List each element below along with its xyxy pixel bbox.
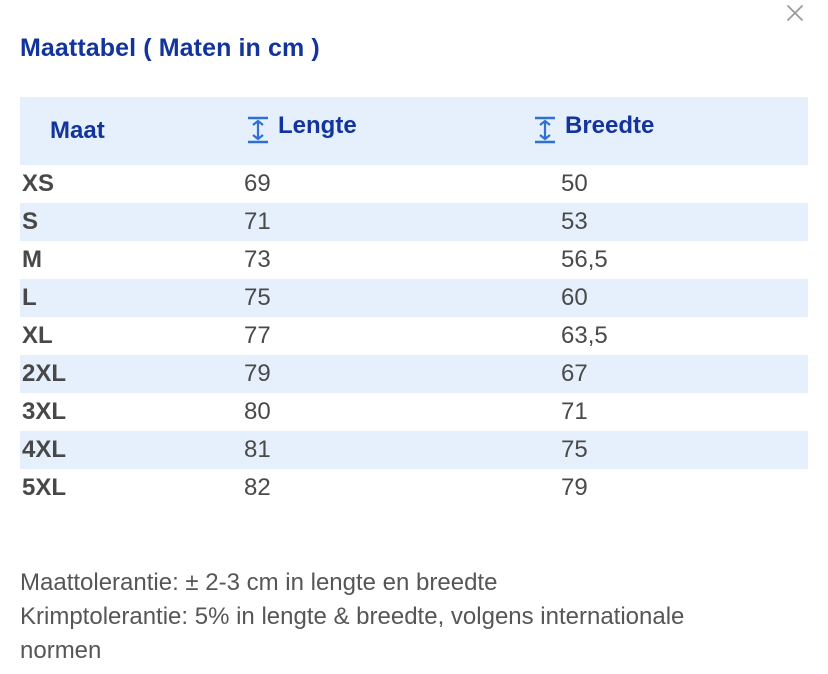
length-cell: 77 bbox=[244, 322, 271, 349]
length-cell: 69 bbox=[244, 170, 271, 197]
vertical-measure-icon bbox=[248, 116, 268, 143]
length-cell: 82 bbox=[244, 474, 271, 501]
size-cell: S bbox=[22, 208, 39, 235]
table-row: M 73 56,5 bbox=[20, 241, 808, 279]
length-cell: 75 bbox=[244, 284, 271, 311]
size-cell: 2XL bbox=[22, 360, 67, 387]
width-cell: 60 bbox=[561, 284, 588, 311]
header-width-label: Breedte bbox=[565, 111, 655, 139]
header-size-label: Maat bbox=[50, 117, 105, 144]
table-header-row: Maat Lengte bbox=[20, 97, 808, 165]
table-row: L 75 60 bbox=[20, 279, 808, 317]
table-row: XL 77 63,5 bbox=[20, 317, 808, 355]
size-table: Maat Lengte bbox=[20, 97, 808, 507]
size-tolerance-note: Maattolerantie: ± 2-3 cm in lengte en br… bbox=[20, 569, 498, 596]
width-cell: 79 bbox=[561, 474, 588, 501]
width-cell: 63,5 bbox=[561, 322, 608, 349]
size-cell: 4XL bbox=[22, 436, 67, 463]
size-cell: XS bbox=[22, 170, 55, 197]
width-cell: 53 bbox=[561, 208, 588, 235]
size-cell: M bbox=[22, 246, 42, 273]
vertical-measure-icon bbox=[535, 116, 555, 143]
table-row: 3XL 80 71 bbox=[20, 393, 808, 431]
length-cell: 79 bbox=[244, 360, 271, 387]
size-cell: L bbox=[22, 284, 37, 311]
table-row: S 71 53 bbox=[20, 203, 808, 241]
shrinkage-tolerance-note: Krimptolerantie: 5% in lengte & breedte,… bbox=[20, 603, 685, 664]
width-cell: 71 bbox=[561, 398, 588, 425]
width-cell: 50 bbox=[561, 170, 588, 197]
size-cell: 3XL bbox=[22, 398, 67, 425]
length-cell: 73 bbox=[244, 246, 271, 273]
header-length: Lengte bbox=[214, 97, 531, 165]
table-row: 4XL 81 75 bbox=[20, 431, 808, 469]
close-button[interactable] bbox=[782, 0, 808, 26]
header-size: Maat bbox=[20, 97, 214, 165]
close-icon bbox=[787, 5, 803, 21]
table-body: XS 69 50 S 71 53 M 73 56,5 L 75 60 XL 77… bbox=[20, 165, 808, 507]
length-cell: 80 bbox=[244, 398, 271, 425]
table-row: 5XL 82 79 bbox=[20, 469, 808, 507]
header-width: Breedte bbox=[531, 97, 808, 165]
size-cell: 5XL bbox=[22, 474, 67, 501]
table-row: XS 69 50 bbox=[20, 165, 808, 203]
tolerance-notes: Maattolerantie: ± 2-3 cm in lengte en br… bbox=[20, 566, 720, 668]
length-cell: 81 bbox=[244, 436, 271, 463]
header-length-label: Lengte bbox=[278, 111, 357, 139]
width-cell: 67 bbox=[561, 360, 588, 387]
width-cell: 56,5 bbox=[561, 246, 608, 273]
dialog-title: Maattabel ( Maten in cm ) bbox=[20, 34, 320, 62]
width-cell: 75 bbox=[561, 436, 588, 463]
length-cell: 71 bbox=[244, 208, 271, 235]
table-row: 2XL 79 67 bbox=[20, 355, 808, 393]
size-cell: XL bbox=[22, 322, 53, 349]
